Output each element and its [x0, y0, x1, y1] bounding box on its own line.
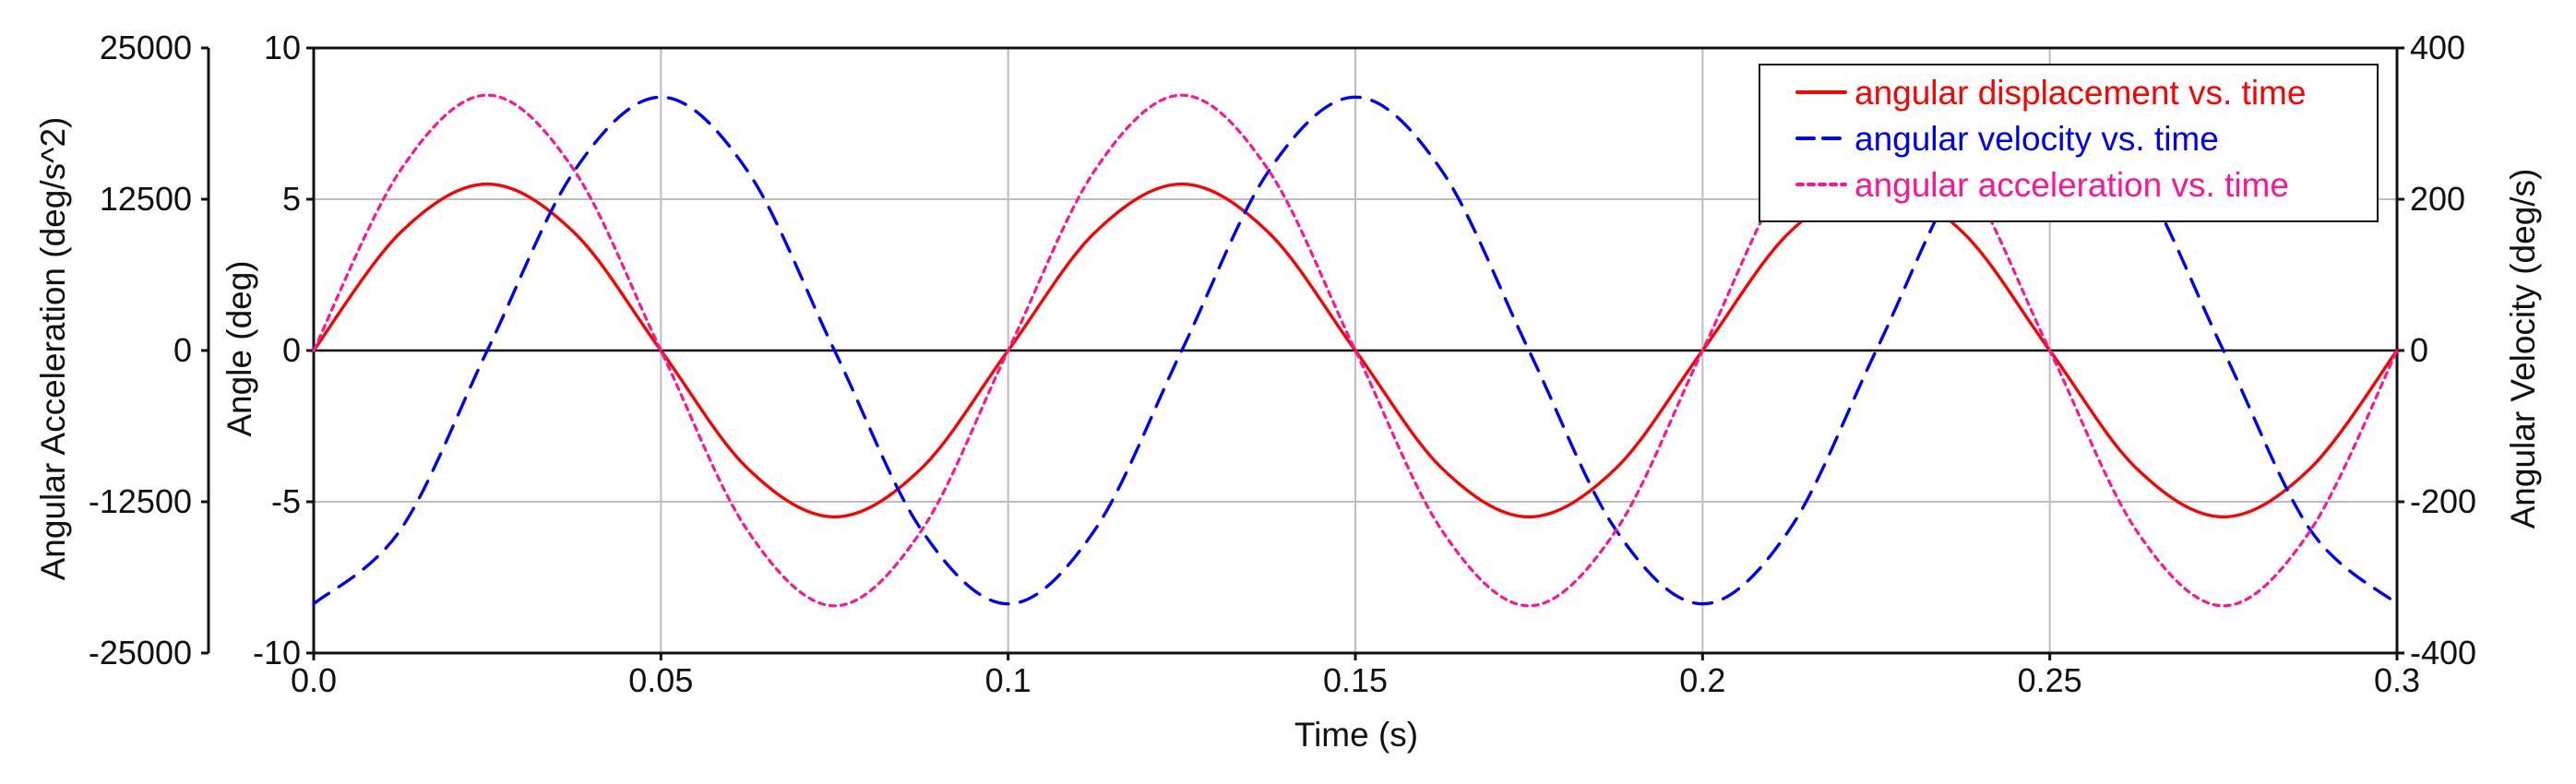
acceleration-axis-tick-label: 12500 [100, 180, 192, 218]
angle-axis-tick-label: -10 [253, 634, 301, 671]
acceleration-axis-tick-label: -25000 [89, 634, 192, 671]
y-axis-title-velocity: Angular Velocity (deg/s) [2504, 169, 2542, 529]
x-axis-tick-label: 0.1 [985, 661, 1032, 699]
tick-labels: 0.0 0.05 0.1 0.15 0.2 0.25 0.3 10 25000 400 5 12500… [89, 29, 2476, 699]
acceleration-series-line [312, 93, 2399, 608]
acceleration-axis-tick-label: 25000 [100, 29, 192, 66]
x-axis-tick-label: 0.0 [291, 661, 337, 699]
velocity-axis-tick-label: 200 [2410, 180, 2465, 218]
velocity-axis-tick-label: 400 [2410, 29, 2465, 66]
angle-axis-tick-label: 10 [264, 29, 301, 66]
x-axis-tick-label: 0.2 [1679, 661, 1725, 699]
x-axis-tick-label: 0.05 [628, 661, 693, 699]
velocity-axis-tick-label: -400 [2410, 634, 2476, 671]
angle-axis-tick-label: 5 [282, 180, 301, 218]
y-axis-title-acceleration: Angular Acceleration (deg/s^2) [34, 117, 72, 581]
x-axis-title: Time (s) [1294, 716, 1418, 754]
y-axis-title-angle: Angle (deg) [221, 260, 258, 436]
acceleration-axis-tick-label: 0 [173, 331, 192, 369]
legend-label: angular displacement vs. time [1854, 74, 2306, 112]
angle-axis-tick-label: -5 [271, 482, 301, 520]
legend-label: angular acceleration vs. time [1854, 166, 2289, 204]
velocity-axis-tick-label: 0 [2410, 331, 2428, 369]
velocity-axis-tick-label: -200 [2410, 482, 2476, 520]
legend-box [1759, 64, 2379, 222]
x-axis-tick-label: 0.3 [2374, 661, 2420, 699]
x-axis-tick-label: 0.15 [1323, 661, 1388, 699]
acceleration-axis-tick-label: -12500 [89, 482, 192, 520]
legend: angular displacement vs. time angular vel… [1759, 64, 2379, 222]
angle-axis-tick-label: 0 [282, 331, 301, 369]
x-axis-tick-label: 0.25 [2018, 661, 2082, 699]
legend-label: angular velocity vs. time [1854, 120, 2219, 158]
